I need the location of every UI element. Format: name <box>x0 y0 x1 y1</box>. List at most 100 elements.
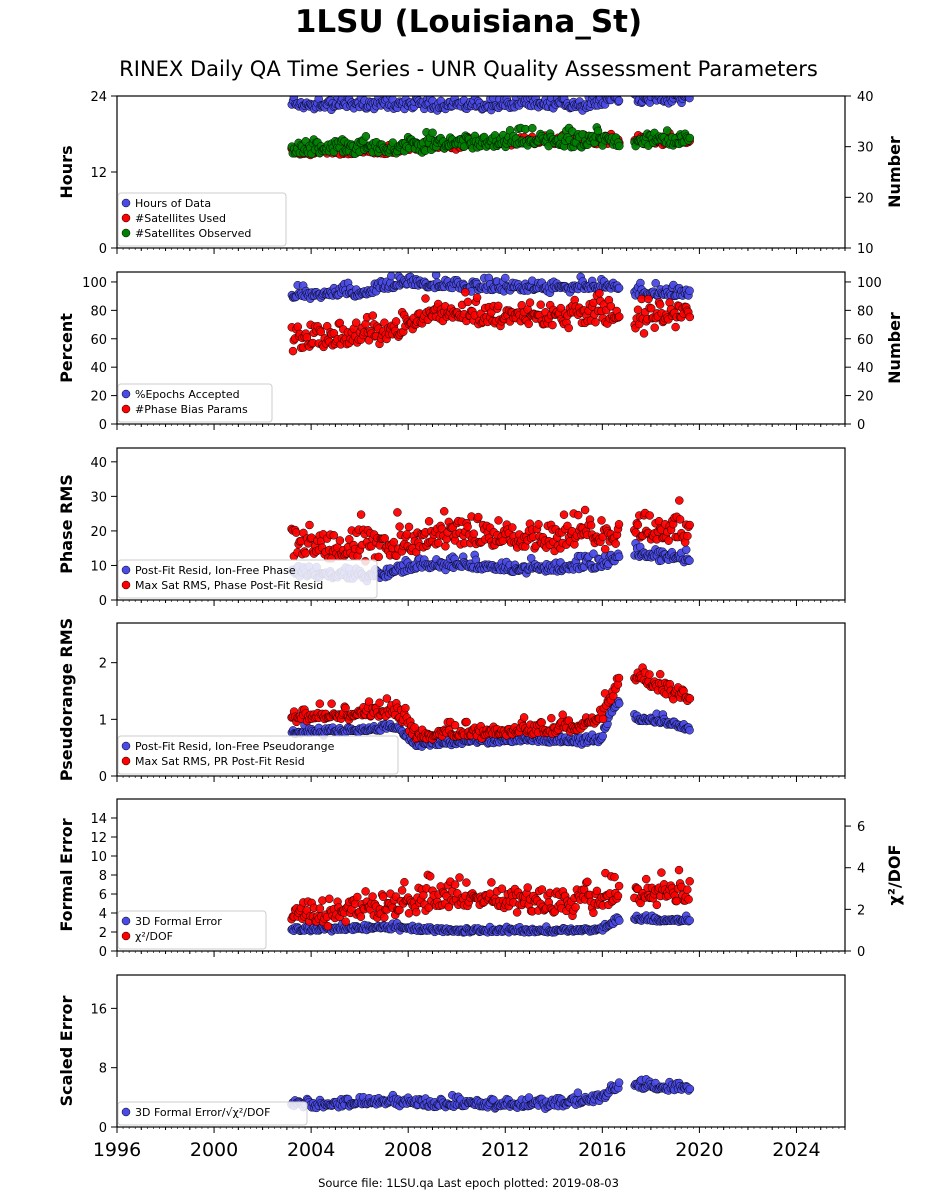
data-point <box>656 83 664 91</box>
data-point <box>316 327 326 337</box>
data-point <box>450 720 460 730</box>
data-point <box>655 669 665 679</box>
data-point <box>685 725 694 735</box>
legend-marker <box>121 916 131 926</box>
data-point <box>356 912 366 921</box>
data-point <box>591 317 600 327</box>
data-point <box>325 894 334 904</box>
y-tick-label: 20 <box>90 390 107 405</box>
y-tick-label: 10 <box>90 559 107 574</box>
data-point <box>537 885 547 894</box>
y-tick-label: 8 <box>99 869 107 884</box>
y2-tick-label: 0 <box>857 945 865 960</box>
data-point <box>564 323 573 333</box>
panel-1: 0 12 24 Hours 10 20 30 40 Number Hours of Data #Sa… <box>57 83 904 257</box>
legend-box <box>117 559 378 599</box>
data-point <box>563 521 572 531</box>
data-point <box>685 133 695 143</box>
y-tick-label: 20 <box>90 525 107 540</box>
data-point <box>293 322 303 331</box>
data-point <box>434 538 443 548</box>
data-point <box>580 505 590 515</box>
data-point <box>524 319 533 329</box>
legend-label: #Satellites Observed <box>135 227 251 240</box>
legend-marker <box>121 580 131 590</box>
y-tick-label: 100 <box>82 276 107 291</box>
y2-tick-label: 100 <box>857 276 882 291</box>
legend-label: #Satellites Used <box>135 212 226 225</box>
data-point <box>606 302 616 311</box>
data-point <box>424 517 434 526</box>
data-point <box>609 96 615 97</box>
data-point <box>380 913 389 922</box>
data-point <box>675 515 685 524</box>
data-point <box>651 278 660 288</box>
legend-label: Post-Fit Resid, Ion-Free Pseudorange <box>135 740 335 753</box>
data-point <box>472 293 482 302</box>
data-point <box>589 908 598 918</box>
data-point <box>586 521 596 530</box>
data-point <box>600 544 610 554</box>
data-point <box>613 891 623 901</box>
legend-marker <box>121 404 131 414</box>
legend-box <box>117 383 273 423</box>
y-tick-label: 40 <box>90 361 107 376</box>
data-point <box>345 535 354 544</box>
data-points <box>287 272 695 356</box>
data-point <box>461 96 465 97</box>
data-point <box>597 516 606 525</box>
y-tick-label: 30 <box>90 490 107 505</box>
data-point <box>497 884 507 893</box>
data-point <box>288 346 298 356</box>
data-point <box>652 900 662 910</box>
y-tick-label: 10 <box>90 850 107 865</box>
legend: %Epochs Accepted #Phase Bias Params <box>117 383 273 423</box>
data-point <box>573 1088 583 1097</box>
data-point <box>301 549 310 558</box>
data-point <box>305 520 314 530</box>
x-tick-label: 2004 <box>287 1139 335 1161</box>
y-tick-label: 12 <box>90 831 107 846</box>
panel-4: 0 1 2 Pseudorange RMS Post-Fit Resid, Ion-Fr… <box>57 618 846 785</box>
data-point <box>361 887 370 896</box>
data-point <box>412 907 421 917</box>
data-point <box>508 523 517 532</box>
y-tick-label: 0 <box>99 242 107 257</box>
y2-tick-label: 30 <box>857 141 874 156</box>
data-point <box>315 904 325 913</box>
data-point <box>487 878 496 887</box>
x-tick-label: 2020 <box>675 1139 723 1161</box>
data-point <box>526 553 536 563</box>
y2-tick-label: 80 <box>857 304 874 319</box>
legend-label: Max Sat RMS, Phase Post-Fit Resid <box>135 579 323 592</box>
y-tick-label: 80 <box>90 304 107 319</box>
data-point <box>397 886 407 895</box>
y2-tick-label: 20 <box>857 390 874 405</box>
data-point <box>378 892 388 901</box>
data-point <box>382 694 392 703</box>
data-point <box>583 877 592 887</box>
data-points <box>287 1075 695 1113</box>
data-point <box>441 542 450 551</box>
data-points <box>287 865 694 937</box>
data-point <box>685 694 695 703</box>
data-point <box>463 297 473 307</box>
data-point <box>335 536 345 545</box>
data-point <box>494 301 503 311</box>
y2-tick-label: 60 <box>857 333 874 348</box>
legend-label: Hours of Data <box>135 197 211 210</box>
y-tick-label: 4 <box>99 907 107 922</box>
x-tick-label: 2024 <box>772 1139 820 1161</box>
data-point <box>329 328 339 338</box>
y2-tick-label: 6 <box>857 820 865 835</box>
data-point <box>614 699 624 708</box>
data-point <box>547 713 556 723</box>
data-point <box>675 496 684 505</box>
figure-title: 1LSU (Louisiana_St) <box>294 4 643 40</box>
data-point <box>534 520 543 529</box>
data-point <box>657 868 666 877</box>
y-axis-label: Phase RMS <box>57 474 76 574</box>
legend-marker <box>121 931 131 941</box>
data-point <box>525 298 535 307</box>
data-point <box>639 96 642 97</box>
